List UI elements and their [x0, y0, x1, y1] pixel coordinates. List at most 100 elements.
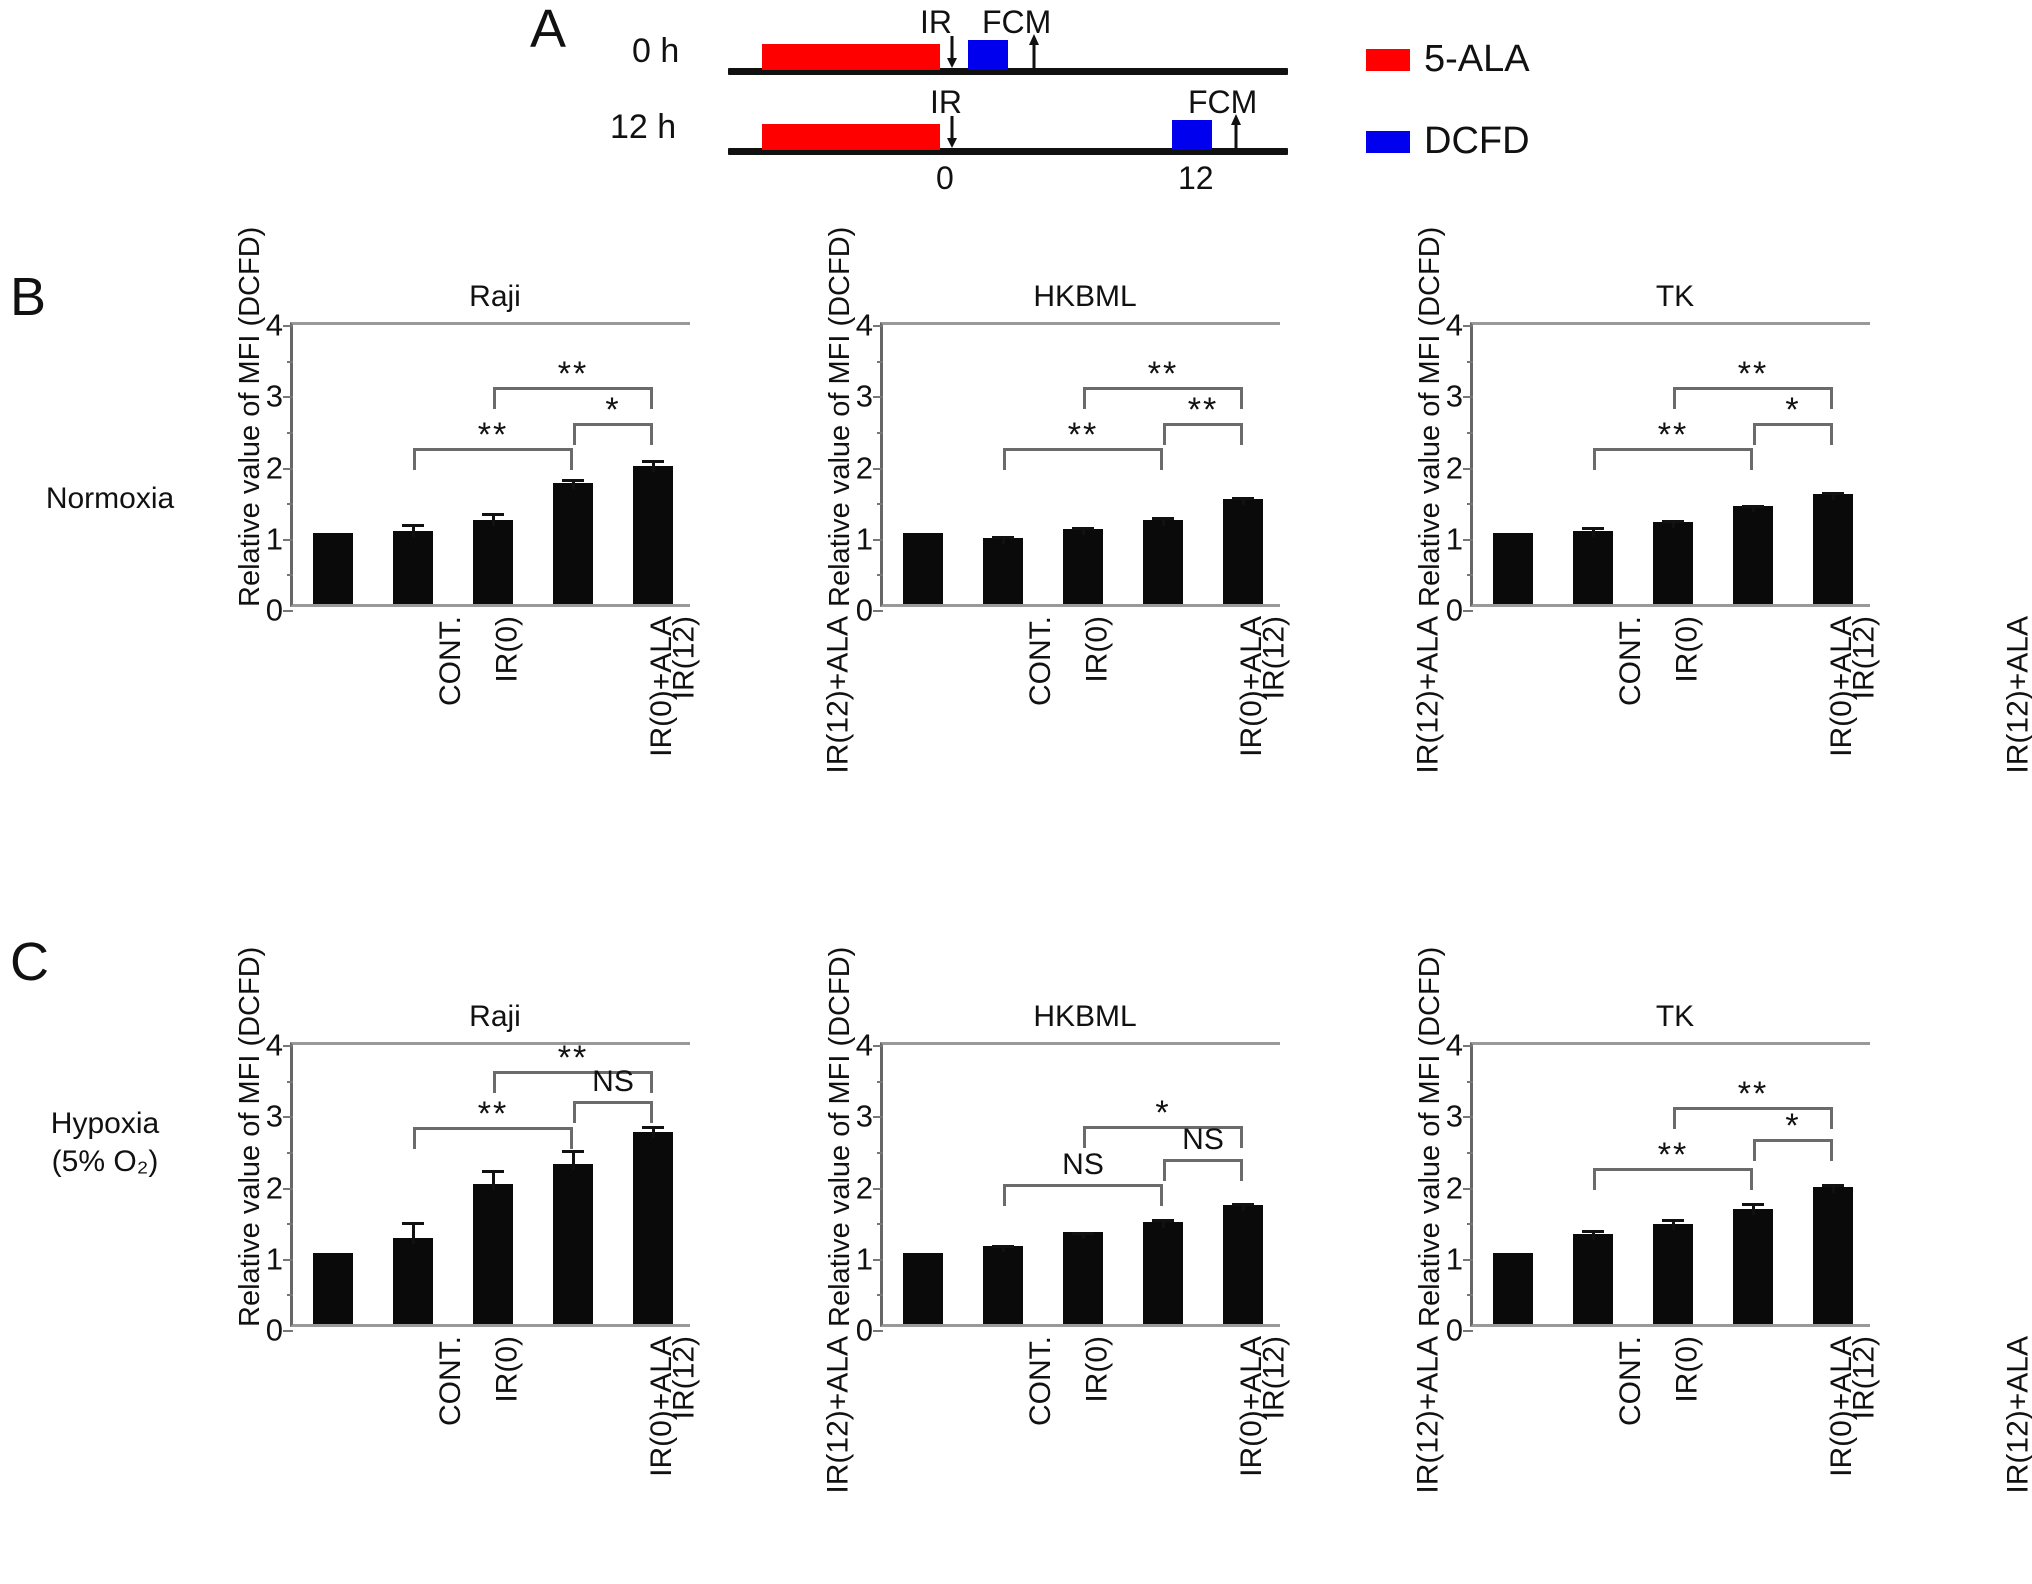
bracket-top-line: [493, 386, 653, 390]
error-bar-cap: [482, 1169, 504, 1173]
y-axis-tick-mark: [873, 325, 883, 327]
significance-label: *: [1785, 1107, 1801, 1146]
y-axis-minor-tick-mark: [1467, 1294, 1473, 1297]
bracket-top-line: [1593, 447, 1753, 451]
x-axis-tick-label: IR(12): [1847, 616, 1881, 700]
significance-bracket: [493, 386, 653, 409]
y-axis-tick-label: 4: [265, 307, 283, 343]
significance-bracket: [573, 1100, 653, 1123]
legend-item-dcfd: DCFD: [1366, 120, 1530, 163]
error-bar: [1671, 1218, 1675, 1231]
y-axis-tick-label: 4: [1445, 1027, 1463, 1063]
bracket-right-tick: [650, 1100, 653, 1123]
significance-bracket: [1083, 386, 1243, 409]
bracket-right-tick: [570, 447, 573, 470]
bracket-top-line: [1003, 447, 1163, 451]
timeline-axis-12h: [728, 148, 1288, 155]
bracket-right-tick: [1830, 1139, 1833, 1162]
bracket-right-tick: [650, 1071, 653, 1094]
y-axis-tick-mark: [873, 610, 883, 612]
significance-label: **: [1187, 391, 1219, 430]
error-bar: [1001, 535, 1005, 545]
bar: [633, 1131, 673, 1324]
x-axis-tick-label: IR(12): [667, 616, 701, 700]
y-axis-tick-mark: [283, 538, 293, 541]
plot-area: 0 1 2 3 4 CONT. IR(0) IR(0)+ALA IR(12) IR(12)+ALA…: [856, 1030, 1445, 1494]
bracket-left-tick: [1083, 386, 1086, 409]
y-axis-tick-label: 2: [855, 450, 873, 485]
significance-bracket: [1593, 447, 1753, 470]
y-axis-tick-label: 4: [265, 1027, 283, 1063]
timeline-row-label-0h: 0 h: [632, 32, 680, 70]
bracket-left-tick: [1083, 1126, 1086, 1149]
x-axis-tick-label: CONT.: [1024, 616, 1057, 706]
y-axis-tick-mark: [1463, 1116, 1473, 1119]
y-axis-tick-label: 3: [265, 1098, 283, 1134]
bar: [393, 531, 433, 604]
y-axis-tick-label: 0: [855, 592, 873, 628]
error-bar-cap: [1662, 1218, 1684, 1222]
y-axis-label: Relative value of MFI (DCFD): [234, 226, 266, 607]
row-label-hypoxia-line2: (5% O₂): [51, 1144, 159, 1178]
y-axis-minor-tick-mark: [287, 431, 293, 434]
bracket-top-line: [413, 447, 573, 451]
significance-label: **: [1067, 415, 1099, 454]
error-bar-cap: [1662, 520, 1684, 524]
bracket-right-tick: [1240, 1126, 1243, 1149]
y-axis-tick-mark: [283, 610, 293, 612]
chart-title: Raji: [469, 280, 521, 313]
plot-area: 0 1 2 3 4 CONT. IR(0) IR(0)+ALA IR(12) IR(12)+ALA…: [266, 310, 855, 774]
plot-area: 0 1 2 3 4 CONT. IR(0) IR(0)+ALA IR(12) IR(12)+ALA…: [856, 310, 1445, 774]
bar: [903, 1252, 943, 1324]
error-bar: [1591, 1230, 1595, 1241]
chart-title: HKBML: [1033, 1000, 1137, 1033]
error-bar-cap: [642, 460, 664, 464]
y-axis-label: Relative value of MFI (DCFD): [824, 946, 856, 1327]
arrow-up-icon-fcm-12h: [1228, 114, 1244, 148]
timeline-tag-ir-0h: IR: [920, 4, 952, 40]
x-axis-tick-label: IR(0): [1670, 1336, 1704, 1403]
timeline-tick-0: 0: [936, 160, 954, 196]
y-axis-label: Relative value of MFI (DCFD): [234, 946, 266, 1327]
significance-label: **: [557, 1039, 589, 1078]
significance-label: NS: [592, 1064, 634, 1098]
bar: [553, 1164, 593, 1324]
significance-label: **: [477, 415, 509, 454]
plot-area: 0 1 2 3 4 CONT. IR(0) IR(0)+ALA IR(12) IR(12)+ALA…: [1446, 310, 2032, 774]
bar: [1493, 532, 1533, 604]
y-axis-tick-label: 1: [265, 521, 283, 557]
y-axis-tick-label: 1: [265, 1241, 283, 1277]
error-bar: [491, 513, 495, 526]
legend-swatch-dcfd: [1366, 130, 1410, 153]
error-bar: [1241, 1203, 1245, 1211]
arrow-down-icon-ir-0h: [944, 36, 960, 68]
chart-hypoxia-raji: Raji Relative value of MFI (DCFD) 0 1 2 3 4 CON…: [200, 947, 855, 1494]
y-axis-tick-mark: [873, 1045, 883, 1047]
legend-swatch-5ala: [1366, 48, 1410, 71]
error-bar-cap: [402, 1222, 424, 1226]
bracket-left-tick: [1163, 1159, 1166, 1181]
significance-label: NS: [1062, 1147, 1104, 1181]
y-axis-minor-tick-mark: [1467, 1151, 1473, 1154]
y-axis-minor-tick-mark: [877, 431, 883, 434]
legend-item-5ala: 5-ALA: [1366, 38, 1530, 81]
bracket-top-line: [413, 1126, 573, 1130]
error-bar-cap: [1072, 526, 1094, 530]
significance-bracket: [1593, 1167, 1753, 1190]
x-axis-tick-label: IR(0): [1080, 616, 1114, 683]
y-axis-tick-mark: [1463, 610, 1473, 612]
error-bar: [571, 1150, 575, 1171]
y-axis-tick-label: 3: [855, 1098, 873, 1134]
y-axis-tick-mark: [283, 1116, 293, 1119]
bar: [903, 532, 943, 604]
significance-bracket: [1673, 1106, 1833, 1129]
y-axis-minor-tick-mark: [1467, 574, 1473, 577]
panel-a-timeline: 0 h IR FCM 12 h IR FCM 0 12 5-ALA: [0, 0, 2032, 200]
error-bar: [1831, 491, 1835, 501]
significance-label: **: [1737, 1074, 1769, 1113]
bracket-top-line: [1163, 423, 1243, 427]
significance-label: **: [1147, 354, 1179, 393]
bracket-left-tick: [1753, 423, 1756, 446]
timeline-5ala-bar-0h: [762, 44, 940, 70]
significance-label: NS: [1182, 1123, 1224, 1156]
